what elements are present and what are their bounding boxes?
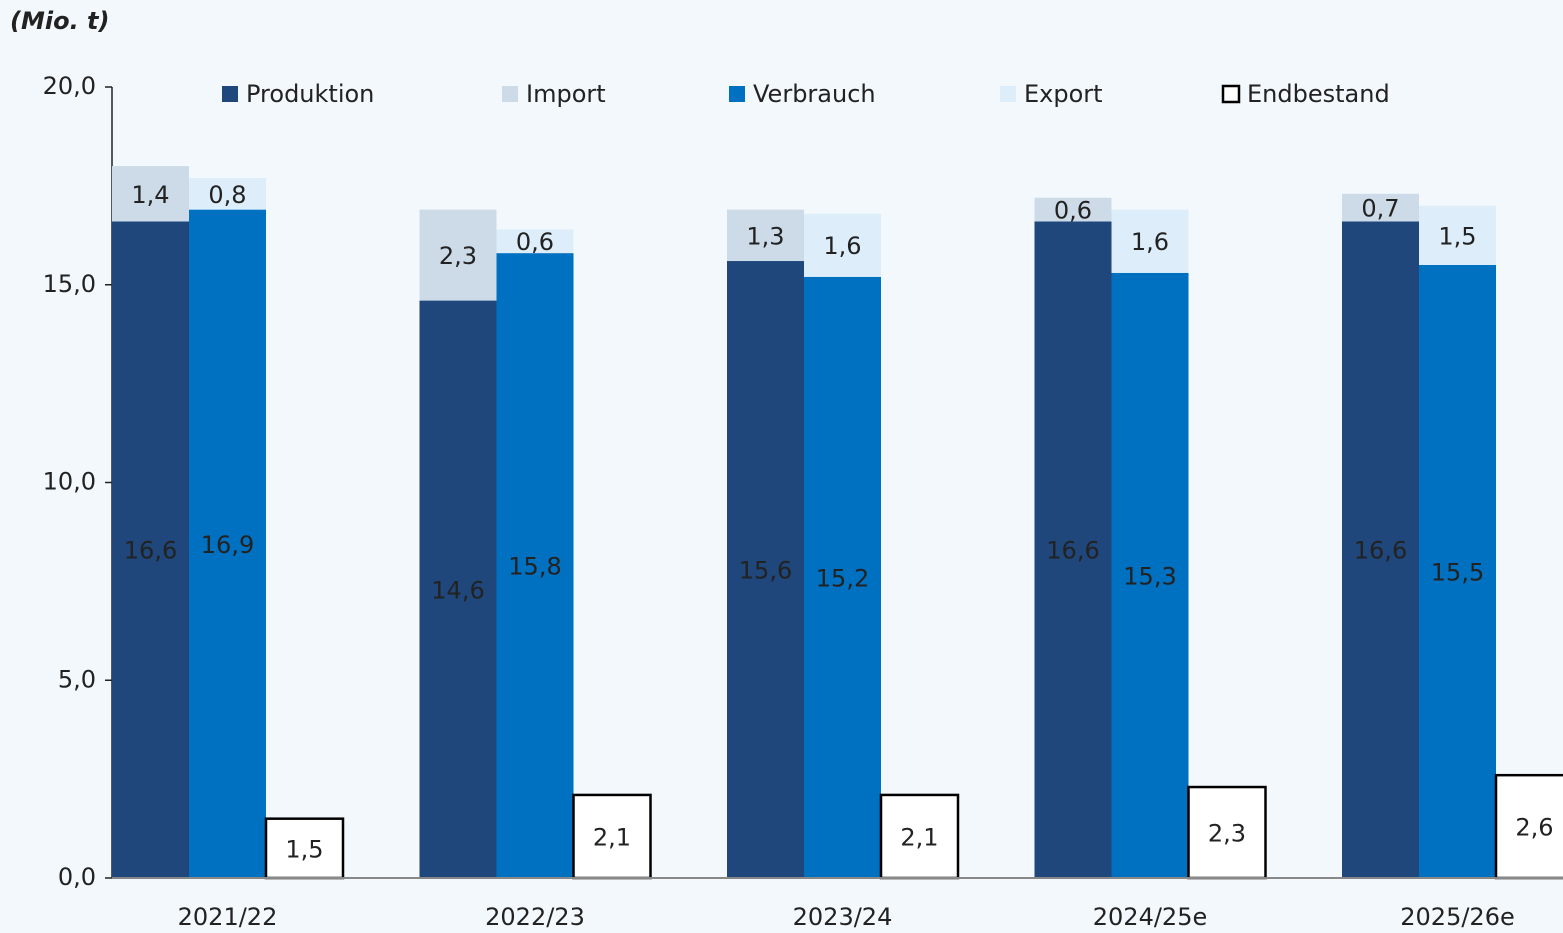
bar [1034,197,1112,222]
data-label: 15,3 [1123,562,1176,590]
bar [496,253,574,879]
data-label: 2,3 [1208,820,1246,848]
data-label: 16,6 [1046,537,1099,565]
data-label: 1,3 [746,222,784,250]
legend-swatch [1221,84,1241,104]
legend-swatch [502,86,518,102]
legend-label: Import [526,80,606,108]
legend-swatch [1000,86,1016,102]
data-label: 14,6 [431,576,484,604]
bar [1111,272,1189,878]
bar [804,213,881,277]
data-label: 16,6 [1354,537,1407,565]
bar [1342,221,1419,879]
bar [189,209,266,879]
bar [1034,221,1112,879]
data-label: 0,6 [1054,197,1092,225]
bar [1187,785,1267,880]
bar [727,261,804,878]
data-label: 16,6 [124,537,177,565]
data-label: 2,6 [1515,814,1553,842]
bar [419,209,497,301]
legend-label: Export [1024,80,1103,108]
data-label: 1,6 [823,232,861,260]
legend-label: Endbestand [1247,80,1390,108]
data-label: 15,2 [816,564,869,592]
bar [1342,193,1419,222]
data-label: 2,1 [593,823,631,851]
data-label: 15,8 [508,553,561,581]
y-tick-label: 10,0 [43,468,96,496]
data-label: 0,7 [1361,195,1399,223]
data-label: 1,5 [1438,222,1476,250]
x-tick-label: 2022/23 [485,903,585,931]
bar [1419,205,1496,265]
bar [1111,209,1189,273]
data-label: 0,8 [208,181,246,209]
y-axis-label: (Mio. t) [10,7,109,35]
bar [804,276,881,879]
data-label: 0,6 [516,228,554,256]
data-label: 2,1 [900,823,938,851]
legend-label: Produktion [246,80,374,108]
legend-swatch [222,86,238,102]
bar [112,166,189,222]
bar [727,209,804,262]
data-label: 2,3 [439,242,477,270]
bar [264,817,345,880]
x-tick-label: 2021/22 [178,903,278,931]
data-label: 1,6 [1131,228,1169,256]
y-tick-label: 15,0 [43,270,96,298]
bar [496,229,574,254]
bar [572,793,652,880]
bar [419,300,497,878]
x-tick-label: 2024/25e [1093,903,1207,931]
data-label: 1,4 [131,181,169,209]
x-tick-label: 2023/24 [793,903,893,931]
y-tick-label: 20,0 [43,72,96,100]
data-label: 1,5 [285,835,323,863]
bar [189,177,266,210]
data-label: 15,6 [739,557,792,585]
data-label: 16,9 [201,531,254,559]
y-tick-label: 0,0 [58,863,96,891]
y-tick-label: 5,0 [58,665,96,693]
legend-swatch [729,86,745,102]
bar [112,221,189,879]
data-label: 15,5 [1431,558,1484,586]
x-tick-label: 2025/26e [1400,903,1514,931]
bar [879,793,960,880]
bar [1419,264,1496,879]
legend-label: Verbrauch [753,80,876,108]
